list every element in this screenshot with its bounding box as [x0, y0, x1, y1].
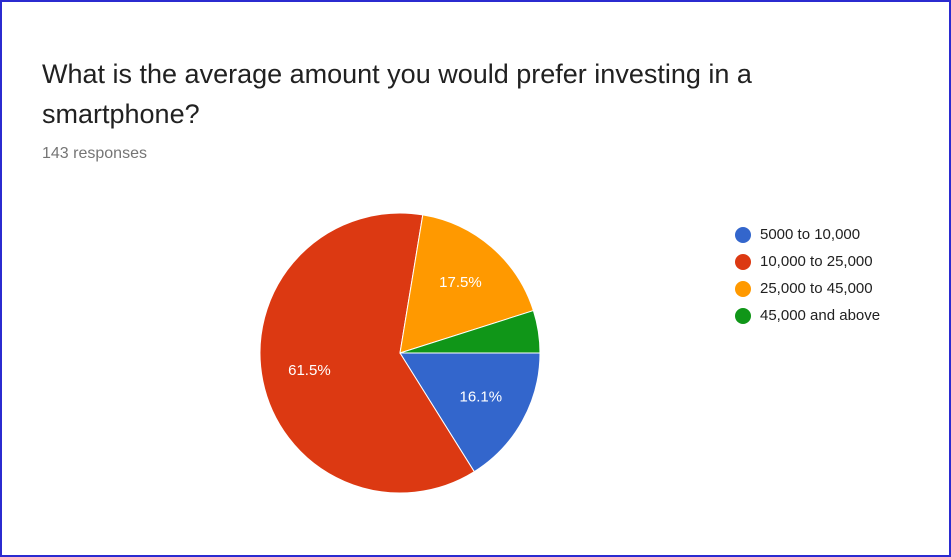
pie-slice [259, 212, 475, 494]
chart-title: What is the average amount you would pre… [42, 59, 752, 129]
legend-label: 10,000 to 25,000 [760, 253, 873, 270]
legend-label: 25,000 to 45,000 [760, 280, 873, 297]
legend-swatch [735, 308, 751, 324]
legend-swatch [735, 227, 751, 243]
legend-label: 5000 to 10,000 [760, 226, 860, 243]
pie-slice [399, 214, 535, 354]
pie-slice [399, 309, 541, 354]
pie-slice [399, 352, 541, 473]
slice-label: 17.5% [439, 274, 482, 291]
legend-label: 45,000 and above [760, 307, 880, 324]
chart-subtitle: 143 responses [42, 145, 147, 162]
legend-swatch [735, 254, 751, 270]
slice-label: 61.5% [288, 362, 331, 379]
legend-swatch [735, 281, 751, 297]
slice-label: 16.1% [460, 389, 503, 406]
